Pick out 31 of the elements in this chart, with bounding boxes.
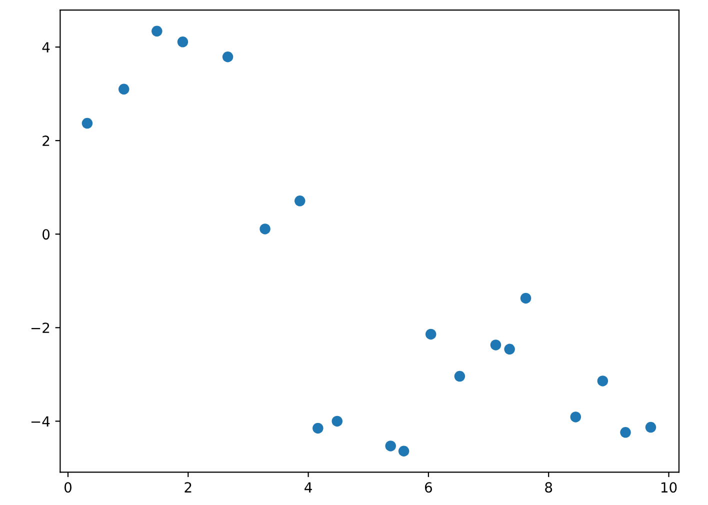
x-tick-label: 4 [304,482,312,492]
y-tick-label: 0 [42,229,50,240]
point [332,416,343,427]
point [454,370,466,382]
x-tick-label: 2 [184,482,192,492]
point [222,51,234,62]
x-tick-label: 10 [661,482,677,493]
y-tick-label: 2 [42,136,50,146]
point [152,26,162,37]
point [312,422,324,434]
point [398,446,410,457]
x-tick-label: 6 [425,482,432,493]
point [570,412,582,422]
point [645,422,656,433]
x-tick-label: 8 [545,482,552,493]
y-tick-label: 4 [42,42,50,52]
point [425,328,436,340]
point [82,118,93,129]
point [504,344,515,355]
point [597,376,608,386]
x-tick-label: 0 [64,482,72,493]
point [520,292,532,304]
point [294,196,306,206]
y-tick-label: −4 [31,416,50,426]
point [620,427,631,438]
point [490,340,502,350]
point [385,440,396,452]
point [260,224,270,234]
y-tick-label: −2 [31,322,50,333]
point [118,84,130,95]
point [177,36,188,48]
